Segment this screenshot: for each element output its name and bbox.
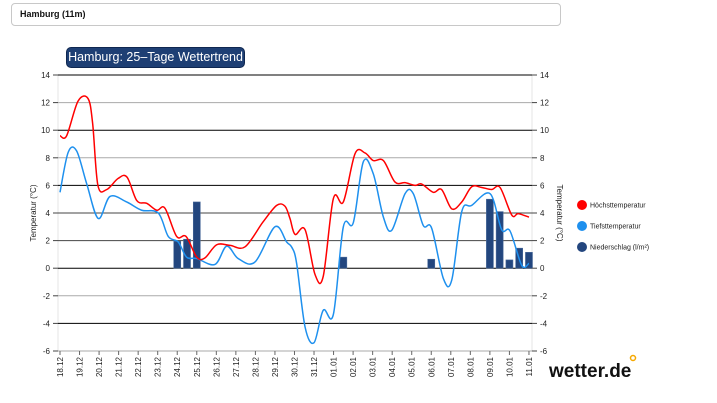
x-tick-label: 26.12 [212,356,221,377]
legend-item-high[interactable]: Höchsttemperatur [577,200,646,210]
x-tick-label: 24.12 [173,356,182,377]
legend-label-high: Höchsttemperatur [590,203,646,210]
low-temperature-line [59,146,530,345]
y-tick-label-left: 12 [41,99,50,108]
x-tick-label: 09.01 [486,356,495,377]
y-tick-label-right: -2 [540,292,548,301]
precipitation-bar [192,201,201,269]
legend: Höchsttemperatur Tiefsttemperatur Nieder… [577,200,649,252]
x-tick-label: 20.12 [95,356,104,377]
x-tick-label: 10.01 [505,356,514,377]
x-tick-label: 08.01 [466,356,475,377]
x-tick-label: 03.01 [369,356,378,377]
y-tick-label-left: 10 [41,126,50,135]
y-tick-label-right: 2 [540,237,545,246]
legend-swatch-high [577,200,587,210]
y-tick-label-left: -2 [43,292,51,301]
y-tick-label-right: 4 [540,209,545,218]
legend-swatch-low [577,221,587,231]
y-tick-label-right: -6 [540,347,548,356]
y-tick-label-left: 8 [46,154,51,163]
precipitation-bar [339,256,348,269]
x-tick-label: 19.12 [76,356,85,377]
location-field-value: Hamburg (11m) [20,9,86,19]
precipitation-bar [495,211,504,269]
y-tick-label-left: 4 [46,209,51,218]
x-tick-label: 25.12 [193,356,202,377]
logo-dot-icon [629,354,637,362]
y-tick-label-right: 8 [540,154,545,163]
x-tick-label: 27.12 [232,356,241,377]
y-tick-label-left: -6 [43,347,51,356]
legend-label-precip: Niederschlag (l/m²) [590,245,649,252]
x-tick-label: 22.12 [134,356,143,377]
precipitation-bar [505,259,514,269]
y-axis-label-right: Temperatur (°C) [555,185,564,242]
y-tick-label-right: 6 [540,181,545,190]
y-tick-label-left: 14 [41,71,50,80]
logo-text: wetter.de [548,361,631,382]
x-tick-label: 04.01 [388,356,397,377]
y-axis-label-left: Temperatur (°C) [29,184,38,241]
x-tick-label: 28.12 [251,356,260,377]
location-search-field[interactable]: Hamburg (11m) [11,3,561,26]
y-tick-label-left: 2 [46,237,51,246]
precipitation-bar [486,198,494,269]
x-tick-label: 11.01 [525,356,534,376]
chart-title: Hamburg: 25–Tage Wettertrend [66,47,245,68]
high-temperature-line [59,95,530,285]
y-tick-label-right: 12 [540,99,549,108]
x-tick-label: 23.12 [154,356,163,377]
y-tick-label-right: -4 [540,319,548,328]
x-tick-label: 02.01 [349,356,358,377]
x-tick-label: 01.01 [330,356,339,377]
x-tick-label: 29.12 [271,356,280,377]
precipitation-bar [525,252,533,269]
wetter-logo[interactable]: wetter.de [548,354,637,383]
precipitation-bar [427,258,436,269]
y-tick-label-left: 0 [46,264,51,273]
legend-item-precip[interactable]: Niederschlag (l/m²) [577,242,649,252]
x-tick-label: 18.12 [56,356,65,377]
x-tick-label: 05.01 [408,356,417,377]
y-tick-label-right: 0 [540,264,545,273]
y-tick-label-left: -4 [43,319,51,328]
legend-swatch-precip [577,242,587,252]
x-tick-label: 07.01 [447,356,456,377]
legend-label-low: Tiefsttemperatur [590,224,641,231]
x-tick-label: 21.12 [115,356,124,377]
x-tick-label: 30.12 [290,356,299,377]
y-tick-label-right: 10 [540,126,549,135]
x-tick-label: 06.01 [427,356,436,377]
y-tick-label-right: 14 [540,71,549,80]
y-tick-label-left: 6 [46,181,51,190]
x-tick-label: 31.12 [310,356,319,377]
legend-item-low[interactable]: Tiefsttemperatur [577,221,641,231]
